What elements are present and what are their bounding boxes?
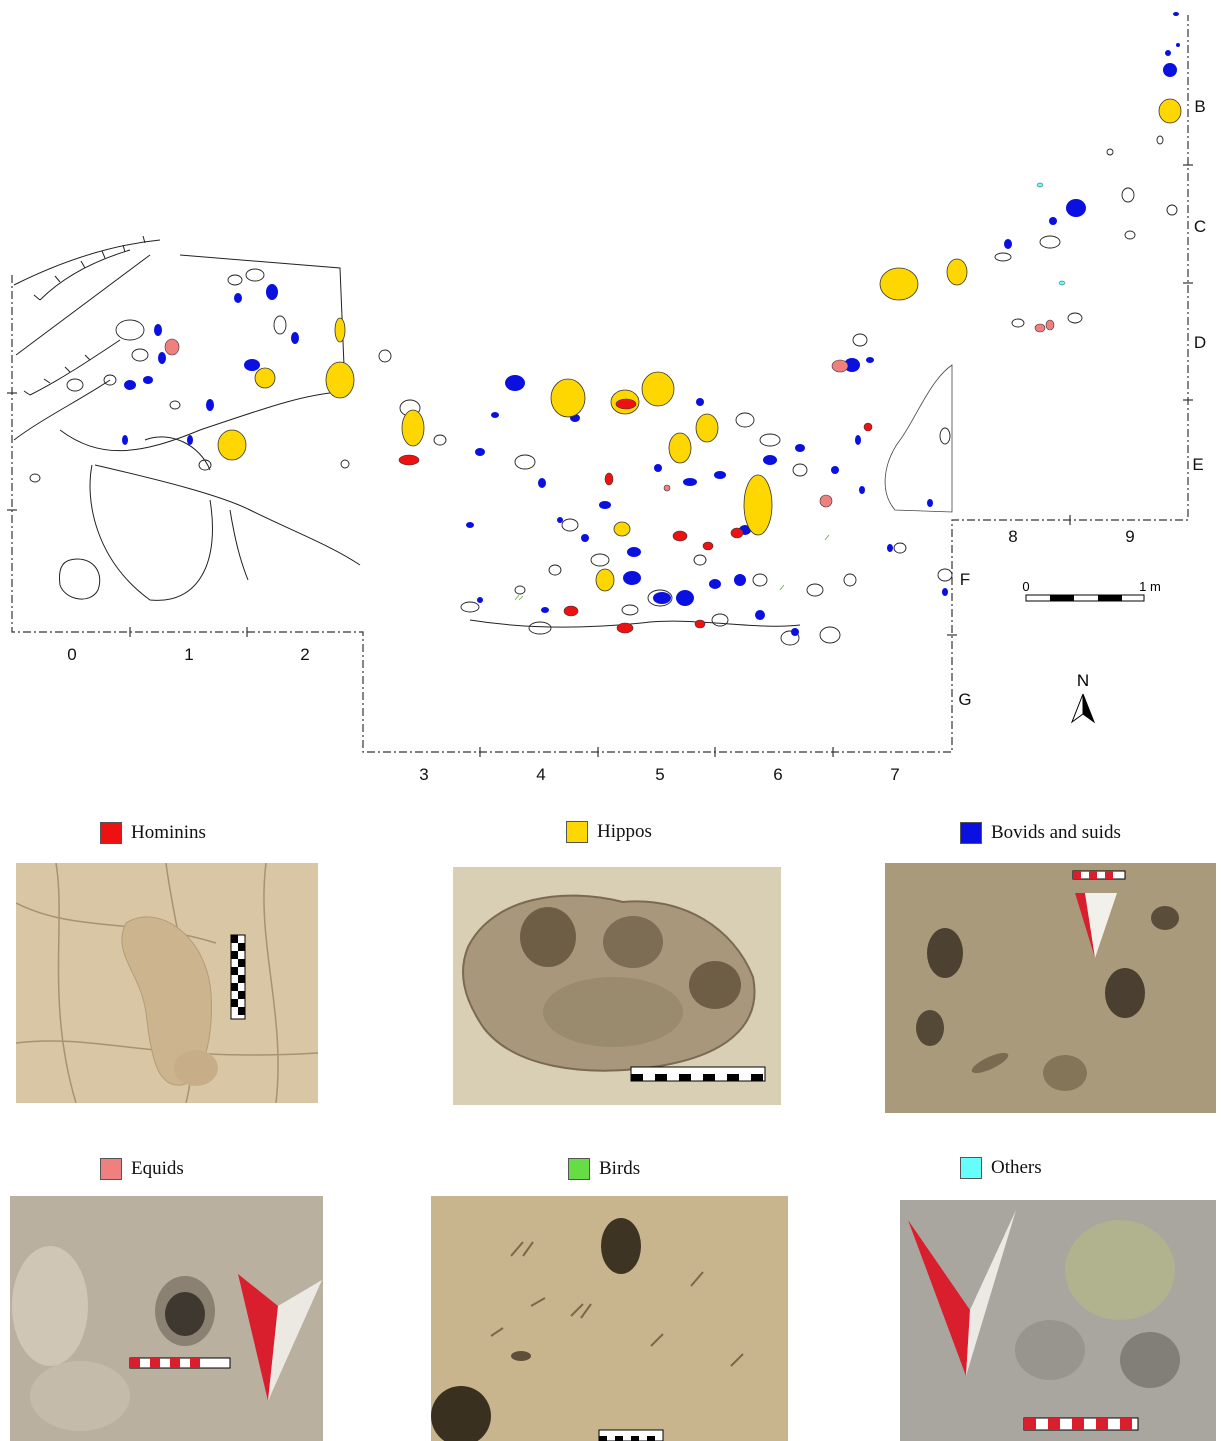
column-label-2: 2: [300, 645, 309, 664]
row-label-c: C: [1194, 217, 1206, 236]
column-label-8: 8: [1008, 527, 1017, 546]
left-sector-cracks-ticks: [23, 235, 146, 396]
left-sector: [13, 239, 361, 601]
legend-birds: Birds: [568, 1158, 640, 1180]
legend-label-others: Others: [991, 1157, 1042, 1178]
right-sector-area: [884, 364, 953, 513]
column-label-5: 5: [655, 765, 664, 784]
photo-bird-footprint: [431, 1196, 788, 1441]
photo-hippo-footprint: [453, 867, 781, 1105]
scale-label-start: 0: [1022, 579, 1029, 594]
legend-label-equids: Equids: [131, 1158, 184, 1179]
row-label-d: D: [1194, 333, 1206, 352]
legend-swatch-hippos: [566, 821, 588, 843]
row-label-b: B: [1194, 97, 1205, 116]
row-labels: B C D E F G: [958, 97, 1206, 709]
row-label-e: E: [1192, 455, 1203, 474]
legend-bovids: Bovids and suids: [960, 822, 1121, 844]
photo-equid-footprint: [10, 1196, 323, 1441]
legend-swatch-birds: [568, 1158, 590, 1180]
legend-others: Others: [960, 1157, 1042, 1179]
north-label: N: [1077, 671, 1089, 690]
outline-prints: [29, 135, 1178, 646]
bird-prints: [514, 534, 830, 601]
photo-hominin-footprint: [16, 863, 318, 1103]
bovid-prints: [122, 12, 1180, 636]
legend-swatch-equids: [100, 1158, 122, 1180]
legend-label-bovids: Bovids and suids: [991, 822, 1121, 843]
legend-hippos: Hippos: [566, 821, 652, 843]
legend-swatch-hominins: [100, 822, 122, 844]
hippo-prints: [217, 98, 1182, 592]
column-label-4: 4: [536, 765, 545, 784]
trench-line: [469, 619, 801, 628]
column-label-0: 0: [67, 645, 76, 664]
column-label-3: 3: [419, 765, 428, 784]
scale-bar: 0 1 m: [1022, 579, 1161, 602]
grid-boundary: [11, 15, 1189, 753]
row-label-f: F: [960, 570, 970, 589]
excavation-map: 0 1 2 3 4 5 6 7 8 9 B C D E F G 0 1 m N: [7, 12, 1206, 784]
legend-label-hominins: Hominins: [131, 822, 206, 843]
column-label-1: 1: [184, 645, 193, 664]
legend-swatch-others: [960, 1157, 982, 1179]
column-label-9: 9: [1125, 527, 1134, 546]
column-labels: 0 1 2 3 4 5 6 7 8 9: [67, 527, 1134, 784]
photo-bovid-footprint: [885, 863, 1216, 1113]
legend-hominins: Hominins: [100, 822, 206, 844]
row-label-g: G: [958, 690, 971, 709]
photo-other-footprint: [900, 1200, 1216, 1441]
legend-swatch-bovids: [960, 822, 982, 844]
legend-equids: Equids: [100, 1158, 184, 1180]
legend-label-birds: Birds: [599, 1158, 641, 1179]
scale-label-end: 1 m: [1139, 579, 1161, 594]
grid-ticks: [7, 164, 1193, 757]
legend-label-hippos: Hippos: [597, 821, 652, 842]
other-prints: [1036, 182, 1066, 286]
column-label-7: 7: [890, 765, 899, 784]
north-arrow: N: [1070, 671, 1096, 724]
hominin-prints: [398, 398, 873, 634]
column-label-6: 6: [773, 765, 782, 784]
equid-prints: [164, 319, 1055, 508]
